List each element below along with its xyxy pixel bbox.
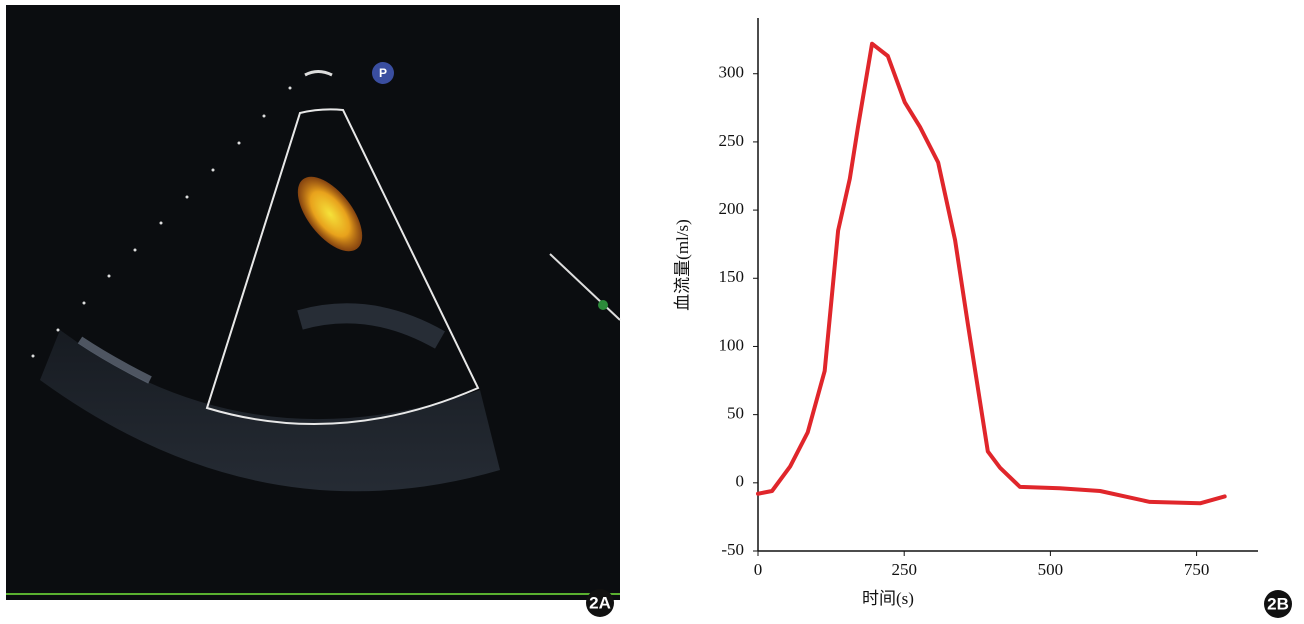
x-tick-label: 250 — [891, 560, 917, 579]
tissue-echo — [77, 336, 152, 384]
panel-label: 2A — [589, 593, 611, 612]
image-background — [6, 5, 620, 600]
marker — [598, 300, 608, 310]
y-axis-label: 血流量(ml/s) — [673, 219, 692, 311]
y-tick-label: 0 — [736, 472, 745, 491]
y-tick-label: 200 — [719, 199, 745, 218]
probe-mark — [304, 70, 333, 77]
probe-icon — [372, 62, 394, 84]
line-chart: -50 0 50 100 150 200 250 300 0 250 500 750 时间(s) 血流量(… — [673, 18, 1258, 608]
x-tick-label: 0 — [754, 560, 763, 579]
panel-badge — [586, 589, 614, 617]
probe-icon-label: P — [379, 66, 387, 80]
tissue — [40, 330, 500, 492]
y-tick-label: 50 — [727, 404, 744, 423]
panel-label: 2B — [1267, 594, 1289, 613]
depth-dots — [31, 86, 292, 358]
x-tick-label: 500 — [1038, 560, 1064, 579]
y-tick-label: -50 — [721, 540, 744, 559]
y-tick-label: 150 — [719, 267, 745, 286]
y-tick-label: 100 — [719, 335, 745, 354]
scan-line — [549, 253, 621, 321]
y-tick-label: 250 — [719, 131, 745, 150]
x-axis-label: 时间(s) — [862, 589, 914, 608]
y-tick-label: 300 — [719, 63, 745, 82]
x-tick-label: 750 — [1184, 560, 1210, 579]
flow-region — [297, 176, 363, 252]
ultrasound-image: P 2A — [6, 5, 621, 617]
sector-outline — [205, 108, 480, 425]
tissue-echo — [297, 303, 445, 349]
panel-badge — [1264, 590, 1292, 618]
data-line — [756, 41, 1227, 506]
